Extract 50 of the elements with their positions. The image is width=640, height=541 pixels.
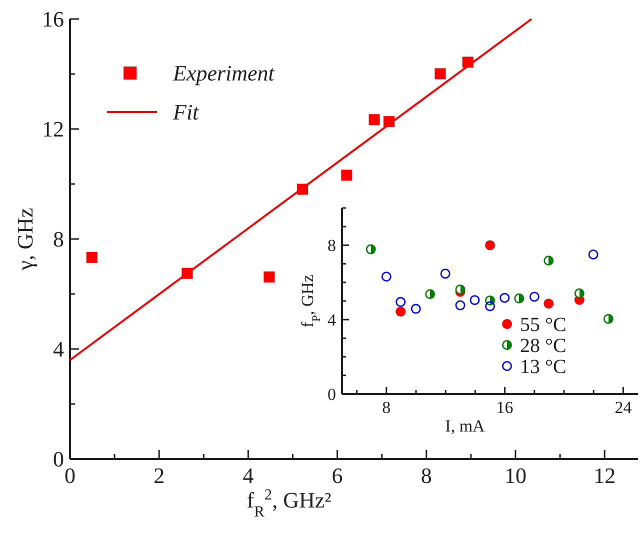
point [574, 288, 584, 298]
point [396, 306, 406, 317]
x-tick-label: 10 [504, 463, 526, 488]
point [366, 244, 376, 254]
y-tick-label: 0 [53, 446, 64, 472]
legend-label: Experiment [172, 60, 276, 86]
legend-label: 28 °C [520, 335, 566, 357]
y-tick-label: 16 [42, 6, 64, 32]
point [514, 293, 524, 304]
y-axis-title: γ, GHz [12, 208, 38, 272]
x-tick-label: 8 [420, 463, 432, 488]
point [396, 296, 406, 307]
point [544, 298, 554, 309]
legend-label: Fit [172, 100, 200, 125]
x-tick-label: 16 [496, 398, 514, 417]
point [381, 272, 392, 282]
x-axis-title: I, mA [445, 416, 486, 436]
point [368, 114, 380, 126]
x-tick-label: 12 [594, 463, 616, 488]
x-tick-label: 4 [242, 463, 254, 488]
y-tick-label: 4 [53, 336, 64, 362]
point [86, 252, 98, 263]
y-tick-label: 8 [328, 236, 336, 256]
x-tick-label: 2 [154, 463, 165, 488]
point [544, 256, 554, 266]
point [529, 292, 540, 302]
x-tick-label: 8 [382, 398, 391, 417]
point [341, 170, 352, 181]
y-tick-label: 4 [328, 310, 336, 330]
y-tick-label: 12 [42, 116, 64, 142]
x-tick-label: 6 [332, 463, 343, 488]
legend-label: 55 °C [520, 314, 566, 336]
point [264, 271, 275, 282]
point [455, 284, 466, 294]
point [470, 295, 480, 306]
y-tick-label: 8 [53, 226, 64, 252]
point [434, 68, 446, 80]
point [485, 240, 495, 250]
point [440, 268, 450, 279]
point [425, 289, 436, 300]
point [410, 304, 421, 314]
y-tick-label: 0 [328, 384, 336, 404]
point [485, 301, 495, 312]
point [455, 300, 466, 310]
point [603, 314, 614, 324]
point [500, 292, 510, 303]
point [588, 250, 598, 260]
x-axis-title: f$_{R}$$^{2}$, GHz² [246, 486, 332, 520]
x-tick-label: 24 [614, 398, 632, 417]
legend-label: 13 °C [520, 356, 566, 378]
